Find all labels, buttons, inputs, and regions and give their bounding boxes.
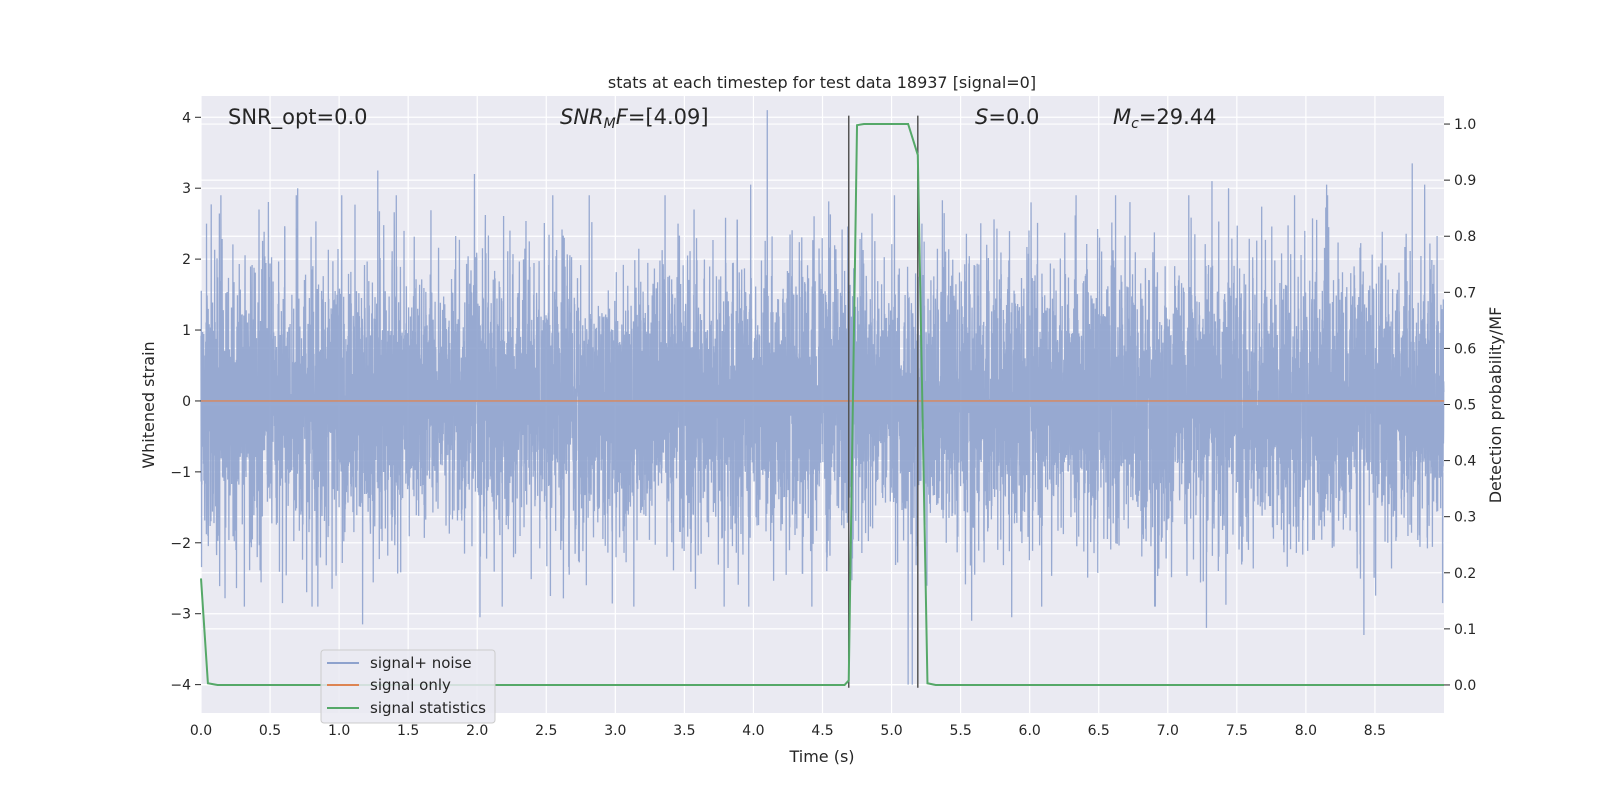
annotation-s: S=0.0 (975, 105, 1039, 129)
annotation-mc: Mc=29.44 (1113, 105, 1217, 132)
chart-title: stats at each timestep for test data 189… (608, 73, 1036, 92)
x-tick-label: 3.5 (673, 723, 695, 739)
y-tick-label-right: 0.5 (1454, 398, 1476, 414)
legend-label-signal-statistics: signal statistics (370, 699, 486, 717)
y-axis-label-right: Detection probability/MF (1486, 307, 1505, 504)
annotation-mc-sub: c (1131, 116, 1139, 132)
annotation-snr-mf-symbol: SNR (560, 105, 604, 129)
annotation-mc-symbol: M (1113, 105, 1131, 129)
y-tick-label: 2 (182, 252, 191, 268)
annotation-s-value: =0.0 (988, 105, 1039, 129)
y-tick-label-right: 0.1 (1454, 622, 1476, 638)
y-axis-label: Whitened strain (139, 341, 158, 468)
x-tick-label: 8.0 (1295, 723, 1317, 739)
y-tick-label: −4 (170, 678, 191, 694)
legend-label-signal-only: signal only (370, 676, 451, 694)
y-tick-label: 0 (182, 394, 191, 410)
annotation-mc-value: =29.44 (1139, 105, 1217, 129)
annotation-s-symbol: S (975, 105, 988, 129)
annotation-snr-mf-tail: F (616, 105, 629, 129)
y-tick-label-right: 0.7 (1454, 285, 1476, 301)
annotation-snr-mf-sub: M (604, 116, 616, 132)
x-tick-label: 1.5 (397, 723, 419, 739)
x-tick-label: 8.5 (1364, 723, 1386, 739)
x-tick-label: 6.0 (1019, 723, 1041, 739)
legend-label-signal-noise: signal+ noise (370, 654, 472, 672)
y-tick-label: 1 (182, 323, 191, 339)
x-tick-label: 2.5 (535, 723, 557, 739)
y-tick-label: 3 (182, 181, 191, 197)
y-ticks: 4 3 2 1 0 −1 −2 −3 −4 (170, 110, 201, 694)
annotation-snr-opt: SNR_opt=0.0 (228, 105, 368, 130)
x-tick-label: 7.0 (1157, 723, 1179, 739)
legend-box (320, 649, 496, 724)
x-tick-label: 3.0 (604, 723, 626, 739)
y-tick-label-right: 0.6 (1454, 341, 1476, 357)
y-tick-label-right: 0.2 (1454, 566, 1476, 582)
y-tick-label: −3 (170, 607, 191, 623)
x-tick-label: 6.5 (1088, 723, 1110, 739)
series-signal-statistics-line (200, 123, 1444, 686)
x-tick-label: 4.5 (811, 723, 833, 739)
x-tick-label: 7.5 (1226, 723, 1248, 739)
x-tick-label: 1.0 (328, 723, 350, 739)
x-ticks: 0.0 0.5 1.0 1.5 2.0 2.5 3.0 3.5 4.0 4.5 5.0 5.5 6.0 6… (190, 723, 1386, 739)
x-tick-label: 5.5 (949, 723, 971, 739)
x-tick-label: 0.0 (190, 723, 212, 739)
legend: signal+ noise signal only signal statist… (320, 649, 496, 724)
y-ticks-right: 1.0 0.9 0.8 0.7 0.6 0.5 0.4 0.3 0.2 0.1 0.0 (1444, 117, 1476, 694)
annotation-snr-mf-value: =[4.09] (628, 105, 709, 129)
y-tick-label: −1 (170, 465, 191, 481)
y-tick-label: −2 (170, 536, 191, 552)
x-tick-label: 4.0 (742, 723, 764, 739)
y-tick-label-right: 0.4 (1454, 454, 1476, 470)
y-tick-label-right: 0.8 (1454, 229, 1476, 245)
x-axis-label: Time (s) (788, 747, 854, 766)
y-tick-label-right: 1.0 (1454, 117, 1476, 133)
series-signal-noise-line (200, 110, 1445, 685)
y-tick-label-right: 0.3 (1454, 510, 1476, 526)
annotation-snr-mf: SNRMF=[4.09] (560, 105, 709, 132)
x-tick-label: 2.0 (466, 723, 488, 739)
x-tick-label: 0.5 (259, 723, 281, 739)
y-tick-label-right: 0.0 (1454, 678, 1476, 694)
plot-area (200, 110, 1445, 688)
y-tick-label-right: 0.9 (1454, 173, 1476, 189)
y-tick-label: 4 (182, 110, 191, 126)
x-tick-label: 5.0 (880, 723, 902, 739)
